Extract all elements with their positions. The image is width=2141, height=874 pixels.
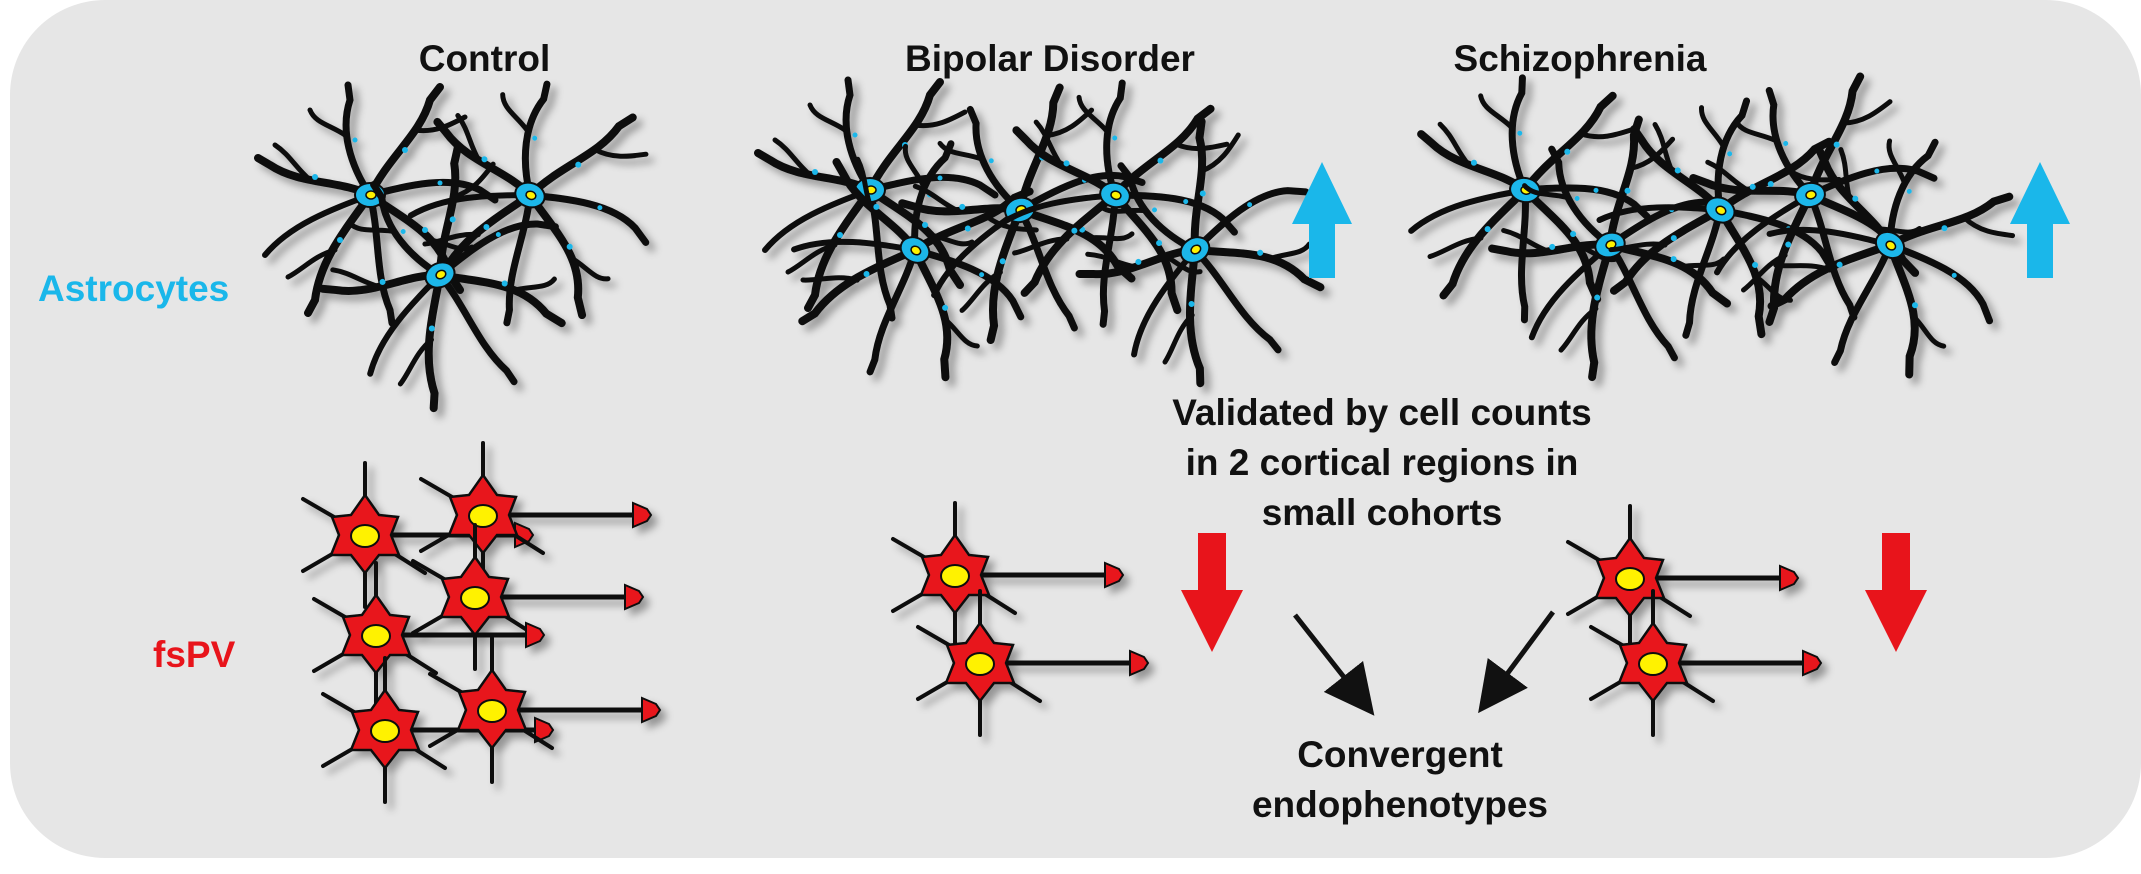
row-title-astrocytes: Astrocytes — [38, 268, 230, 309]
neuron-schizophrenia-1 — [1568, 506, 1798, 650]
neuron-bipolar-2 — [918, 591, 1148, 735]
convergence-arrow-left — [1293, 613, 1375, 716]
column-title-schizophrenia: Schizophrenia — [1453, 38, 1707, 79]
neuron-schizophrenia-2 — [1591, 591, 1821, 735]
neuron-bipolar-1 — [893, 503, 1123, 647]
neuron-group-control — [303, 443, 660, 802]
neuron-group-bipolar — [893, 503, 1148, 735]
neuron-group-schizophrenia — [1568, 506, 1821, 735]
row-title-fspv: fsPV — [153, 634, 236, 675]
neuron-control-4 — [314, 563, 544, 707]
astrocyte-group-control — [258, 53, 685, 438]
column-title-control: Control — [418, 38, 551, 79]
convergence-label: Convergent endophenotypes — [1251, 734, 1549, 825]
astrocyte-group-bipolar — [754, 60, 1367, 424]
validation-note: Validated by cell counts in 2 cortical r… — [1172, 392, 1592, 533]
convergence-arrow-right — [1478, 610, 1556, 714]
neuron-control-6 — [430, 638, 660, 782]
column-title-bipolar: Bipolar Disorder — [905, 38, 1195, 79]
astrocyte-group-schizophrenia — [1392, 62, 2055, 421]
down-arrow-icon-bipolar — [1181, 533, 1243, 652]
astrocyte-bipolar-1 — [758, 80, 995, 318]
neuron-control-3 — [413, 525, 643, 669]
up-arrow-icon-schizophrenia — [2010, 162, 2070, 278]
up-arrow-icon-bipolar — [1292, 162, 1352, 278]
neuron-control-2 — [421, 443, 651, 587]
down-arrow-icon-schizophrenia — [1865, 533, 1927, 652]
astrocyte-schizophrenia-1 — [1392, 62, 1667, 338]
